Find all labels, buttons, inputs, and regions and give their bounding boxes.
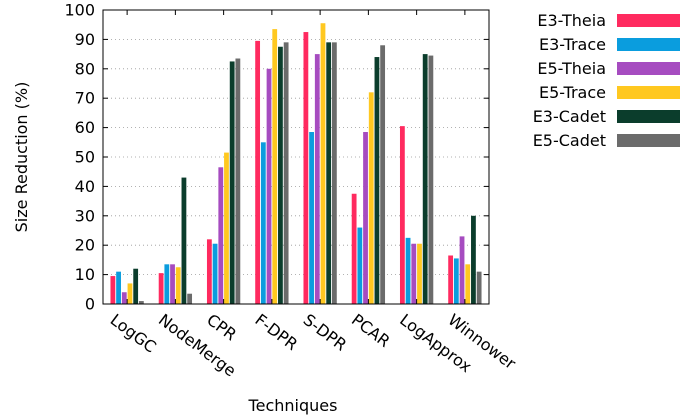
legend-swatch [617,14,680,27]
y-tick-label: 70 [75,89,95,108]
bar [110,276,116,304]
legend-swatch [617,134,680,147]
bar [218,167,224,304]
x-tick-label: CPR [203,310,240,344]
bar [453,258,459,304]
y-tick-label: 40 [75,177,95,196]
bar [266,68,272,304]
bar [212,243,218,304]
bar [181,177,187,304]
bar [303,32,309,305]
bar [255,40,261,305]
bar [229,61,235,305]
y-tick-label: 80 [75,59,95,78]
bar [121,292,127,304]
bar [175,267,181,304]
bar [417,243,422,304]
bar [235,58,241,305]
bar [314,54,320,304]
y-tick-label: 60 [75,118,95,137]
legend-label: E3-Cadet [533,107,606,126]
legend-swatch [617,86,680,99]
bar [158,273,164,304]
bar [187,293,193,304]
x-tick-label: S-DPR [300,310,351,355]
bar [206,239,212,304]
bar [331,42,337,305]
bar [428,55,434,304]
bar [224,152,229,304]
bar [320,23,326,304]
gridlines [103,39,489,276]
bar [448,255,454,304]
legend: E3-Theia E3-Trace E5-Theia E5-Trace E3-Cadet… [533,11,680,150]
bar [127,283,133,304]
bar [411,243,417,304]
y-tick-label: 90 [75,30,95,49]
y-tick-label: 10 [75,265,95,284]
bar [170,264,175,304]
y-tick-label: 0 [85,295,95,314]
bar [309,132,314,304]
y-axis-title: Size Reduction (%) [12,82,31,233]
y-tick-label: 20 [75,236,95,255]
y-tick-label: 50 [75,148,95,167]
legend-label: E5-Trace [539,83,606,102]
bar [405,237,411,304]
x-tick-label: LogGC [107,310,160,357]
legend-swatch [617,62,680,75]
bar [465,264,471,304]
legend-swatch [617,38,680,51]
x-axis-title: Techniques [248,396,338,415]
bar [283,42,289,305]
bar [351,193,357,304]
bar [363,132,368,304]
bar [164,264,170,304]
legend-swatch [617,110,680,123]
bar [476,271,482,304]
bar [459,236,465,304]
legend-label: E5-Theia [537,59,606,78]
bar [422,54,428,304]
bar [357,227,363,304]
bars [110,23,482,305]
legend-label: E5-Cadet [533,131,606,150]
legend-label: E3-Theia [537,11,606,30]
bar [380,45,386,304]
bar [368,92,374,304]
bar [374,57,380,304]
y-tick-label: 100 [64,1,95,20]
bar [326,42,332,305]
legend-label: E3-Trace [539,35,606,54]
bar [133,268,139,304]
x-tick-label: PCAR [348,310,394,351]
y-tick-label: 30 [75,206,95,225]
bar [116,271,121,304]
bar [272,29,278,305]
bar [138,301,144,304]
bar [260,142,266,304]
bar [471,215,476,304]
bar [278,46,283,304]
y-axis: 0 10 20 30 40 50 60 70 80 90 100 [64,1,489,314]
bar [399,126,405,304]
x-tick-label: F-DPR [251,310,301,354]
